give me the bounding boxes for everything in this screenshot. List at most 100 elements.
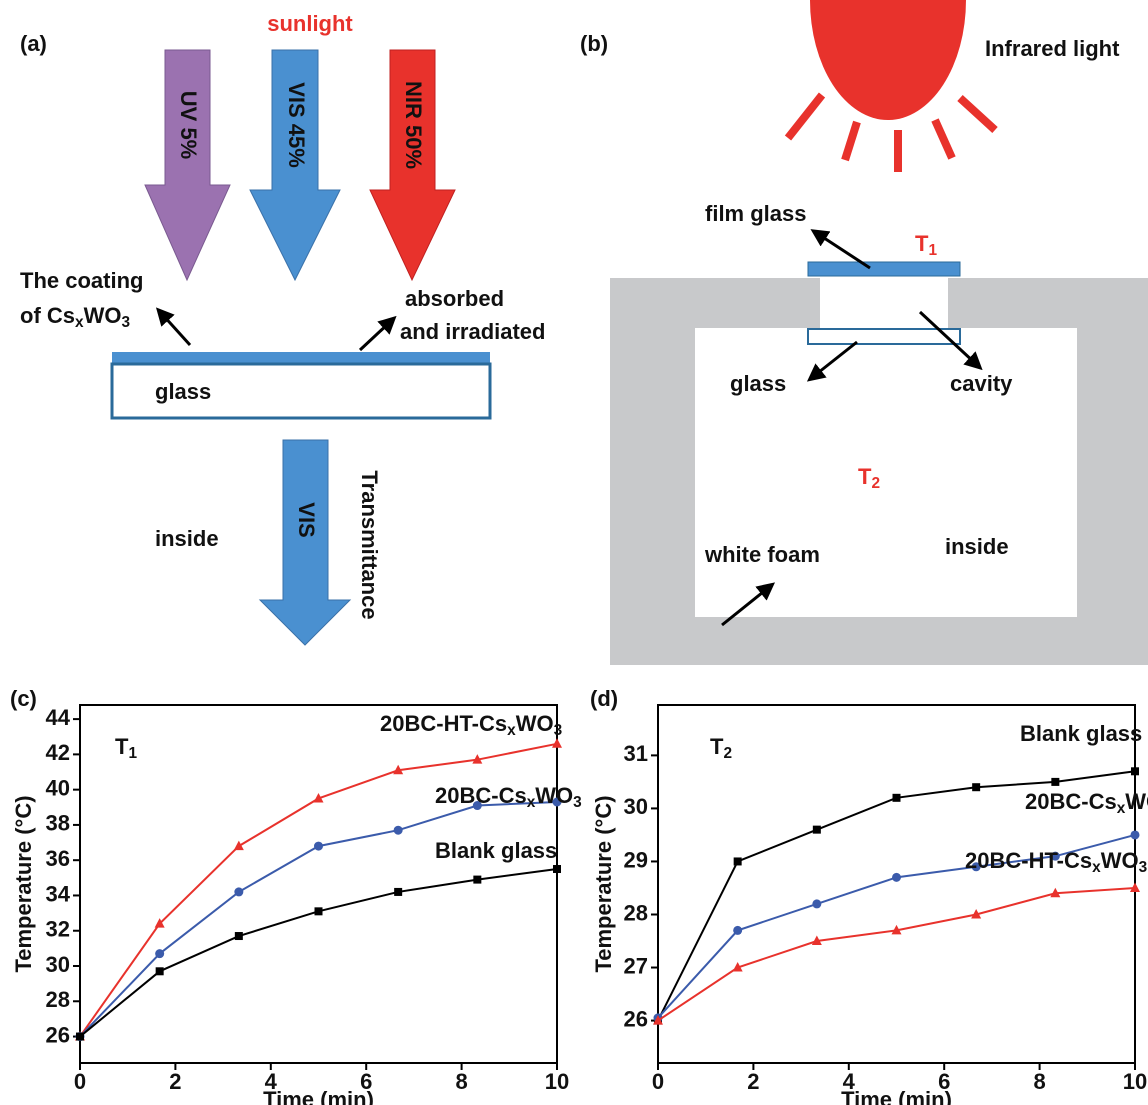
panel-a: (a) sunlight UV 5% VIS 45% NIR 50% The c…	[20, 11, 545, 646]
plot-frame	[79, 704, 558, 1064]
arrow	[721, 582, 776, 627]
marker	[892, 872, 901, 882]
coating-label: of CsxWO3​	[20, 303, 130, 331]
marker	[1130, 882, 1140, 892]
x-tick-label: 4	[843, 1069, 856, 1094]
uv-label: UV 5%	[176, 91, 201, 159]
sunlight-label: sunlight	[267, 11, 353, 36]
panel-b: (b) Infrared light film glass T1​ cavity…	[580, 0, 1148, 665]
marker	[394, 887, 403, 896]
marker	[733, 857, 742, 866]
white-foam-label: white foam	[704, 542, 820, 567]
y-tick-label: 44	[46, 705, 71, 730]
vis-arrow	[249, 49, 341, 282]
x-tick-label: 10	[1123, 1069, 1147, 1094]
legend-label: 20BC-CsxWO3​	[435, 783, 582, 811]
marker	[653, 1015, 663, 1025]
marker	[1050, 851, 1060, 861]
x-axis-label: Time (min)	[263, 1087, 374, 1105]
y-tick-label: 38	[46, 811, 70, 836]
marker	[76, 1032, 84, 1041]
y-tick-label: 34	[46, 881, 71, 906]
marker	[154, 918, 165, 928]
y-tick-label: 26	[46, 1022, 70, 1047]
y-tick-label: 42	[46, 740, 70, 765]
marker	[472, 754, 483, 764]
marker	[234, 932, 243, 941]
marker	[812, 899, 822, 909]
marker	[314, 841, 323, 851]
x-tick-label: 8	[455, 1069, 467, 1094]
y-tick-label: 30	[624, 794, 648, 819]
legend-label: 20BC-HT-CsxWO3​	[380, 711, 562, 739]
nir-arrow	[369, 49, 456, 282]
marker	[811, 935, 822, 946]
marker	[733, 925, 743, 935]
marker	[552, 797, 562, 807]
arrow	[358, 315, 397, 352]
legend-label: Blank glass	[1020, 721, 1142, 746]
marker	[233, 840, 244, 851]
marker	[473, 875, 482, 884]
panel-label: (d)	[590, 686, 618, 711]
marker	[393, 764, 404, 775]
x-tick-label: 10	[545, 1069, 569, 1094]
y-axis-label: Temperature (°C)	[591, 795, 616, 972]
panel-label: (a)	[20, 31, 47, 56]
cavity-label: cavity	[950, 371, 1013, 396]
transmittance-label: Transmittance	[357, 470, 382, 619]
sun	[810, 0, 966, 120]
nir-label: NIR 50%	[401, 81, 426, 169]
vis-out-arrow	[258, 439, 352, 646]
marker	[892, 793, 901, 802]
film-glass	[807, 261, 961, 277]
marker	[1130, 830, 1140, 840]
y-tick-label: 32	[46, 917, 70, 942]
legend-label: 20BC-HT-CsxWO3​	[965, 848, 1147, 876]
vis-label: VIS 45%	[284, 82, 309, 168]
t1-label: T1​	[915, 231, 937, 259]
x-tick-label: 0	[74, 1069, 86, 1094]
marker	[891, 924, 902, 935]
glass	[110, 362, 492, 420]
marker	[971, 862, 981, 872]
marker	[393, 825, 403, 835]
absorbed-label: and irradiated	[400, 319, 545, 344]
y-tick-label: 30	[46, 952, 70, 977]
legend-label: 20BC-CsxWO3​	[1025, 789, 1148, 817]
coating	[112, 352, 490, 364]
marker	[155, 949, 165, 959]
marker	[552, 738, 562, 748]
marker	[234, 887, 244, 897]
y-tick-label: 31	[624, 741, 648, 766]
vis-out-label: VIS	[294, 502, 319, 537]
x-tick-label: 2	[747, 1069, 759, 1094]
inside-label: inside	[945, 534, 1009, 559]
y-axis-label: Temperature (°C)	[11, 795, 36, 972]
arrow	[806, 340, 858, 382]
arrow	[918, 310, 983, 371]
series-line	[657, 886, 1136, 1022]
y-tick-label: 40	[46, 775, 70, 800]
y-tick-label: 28	[46, 987, 70, 1012]
marker	[812, 825, 821, 834]
coating-label: The coating	[20, 268, 143, 293]
marker	[1050, 887, 1061, 898]
x-tick-label: 6	[360, 1069, 372, 1094]
x-tick-label: 2	[169, 1069, 181, 1094]
box	[610, 278, 1148, 665]
marker	[472, 801, 482, 811]
sun-rays	[784, 92, 998, 172]
arrow	[155, 307, 192, 347]
y-tick-label: 36	[46, 846, 70, 871]
t2-label: T2​	[858, 464, 880, 492]
marker	[972, 783, 981, 792]
glass-label: glass	[155, 379, 211, 404]
panel-label: (b)	[580, 31, 608, 56]
legend-label: Blank glass	[435, 838, 557, 863]
inside-label: inside	[155, 526, 219, 551]
marker	[155, 967, 164, 976]
x-tick-label: 4	[265, 1069, 278, 1094]
panel-label: (c)	[10, 686, 37, 711]
